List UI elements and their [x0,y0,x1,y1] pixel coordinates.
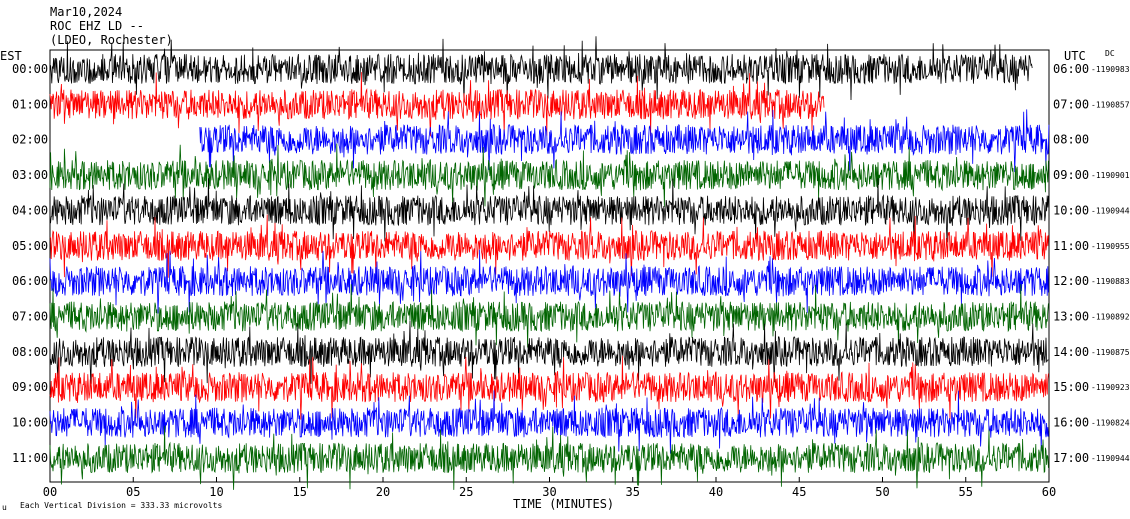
dc-label: DC [1105,49,1115,58]
est-row-label: 11:00 [12,451,48,465]
utc-row-label: 16:00 [1053,416,1089,430]
trace-row-0200 [199,109,1050,173]
est-row-label: 04:00 [12,203,48,217]
dc-offset-label: -1190944 [1091,206,1130,215]
est-row-label: 06:00 [12,274,48,288]
utc-axis-title: UTC [1064,49,1086,63]
est-axis-title: EST [0,49,22,63]
trace-row-0800 [49,320,1049,384]
x-tick-label: 40 [709,485,723,499]
x-tick-label: 30 [542,485,556,499]
seismic-traces [49,36,1050,490]
scale-mark: u [2,503,7,512]
x-axis-label: TIME (MINUTES) [513,497,614,511]
est-row-label: 01:00 [12,97,48,111]
trace-row-0400 [49,178,1049,243]
utc-row-label: 12:00 [1053,274,1089,288]
x-tick-label: 10 [209,485,223,499]
utc-row-label: 14:00 [1053,345,1089,359]
x-tick-label: 55 [959,485,973,499]
x-tick-label: 25 [459,485,473,499]
utc-row-label: 13:00 [1053,310,1089,324]
utc-row-label: 09:00 [1053,168,1089,182]
x-tick-label: 00 [43,485,57,499]
dc-offset-label: -1190983 [1091,65,1130,74]
dc-offset-label: -1190883 [1091,277,1130,286]
est-row-label: 08:00 [12,345,48,359]
est-row-label: 02:00 [12,133,48,147]
utc-row-label: 15:00 [1053,380,1089,394]
est-row-label: 05:00 [12,239,48,253]
dc-offset-label: -1190875 [1091,348,1130,357]
est-row-label: 03:00 [12,168,48,182]
time-axis: 00 05 10 15 20 25 30 35 40 45 50 55 60 [43,477,1056,499]
plot-date: Mar10,2024 [50,5,122,19]
trace-row-0500 [49,214,1049,278]
x-tick-label: 15 [293,485,307,499]
utc-row-label: 11:00 [1053,239,1089,253]
trace-row-1000 [49,390,1049,454]
x-tick-label: 35 [626,485,640,499]
x-tick-label: 50 [875,485,889,499]
dc-offset-label: -1190944 [1091,454,1130,463]
network-name: (LDEO, Rochester) [50,33,173,47]
trace-row-0100 [49,72,825,137]
trace-row-1100 [49,425,1049,490]
dc-offset-label: -1190824 [1091,419,1130,428]
est-row-label: 07:00 [12,310,48,324]
x-tick-label: 05 [126,485,140,499]
dc-offset-label: -1190955 [1091,242,1130,251]
dc-offset-label: -1190923 [1091,383,1130,392]
scale-note: Each Vertical Division = 333.33 microvol… [20,501,222,510]
trace-row-0000 [49,36,1033,103]
utc-row-label: 08:00 [1053,133,1089,147]
dc-offset-label: -1190892 [1091,313,1130,322]
trace-row-0700 [49,284,1049,348]
trace-row-0600 [49,249,1049,314]
est-row-label: 09:00 [12,380,48,394]
utc-row-label: 17:00 [1053,451,1089,465]
trace-row-0900 [49,355,1049,420]
trace-row-0300 [49,143,1049,208]
est-row-label: 10:00 [12,416,48,430]
x-tick-label: 20 [376,485,390,499]
utc-row-label: 06:00 [1053,62,1089,76]
est-row-label: 00:00 [12,62,48,76]
x-tick-label: 60 [1042,485,1056,499]
x-tick-label: 45 [792,485,806,499]
utc-row-label: 10:00 [1053,203,1089,217]
dc-offset-label: -1190901 [1091,171,1130,180]
station-code: ROC EHZ LD -- [50,19,144,33]
dc-offset-label: -1190857 [1091,100,1130,109]
utc-row-label: 07:00 [1053,97,1089,111]
